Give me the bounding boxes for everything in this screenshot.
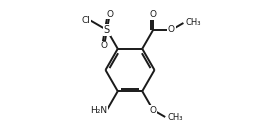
Text: O: O — [150, 106, 157, 115]
Text: O: O — [150, 10, 157, 19]
Text: O: O — [101, 41, 108, 50]
Text: O: O — [168, 25, 175, 34]
Text: Cl: Cl — [81, 16, 90, 25]
Text: O: O — [106, 10, 113, 19]
Text: H₂N: H₂N — [90, 106, 107, 115]
Text: CH₃: CH₃ — [167, 113, 183, 122]
Text: S: S — [104, 25, 110, 35]
Text: CH₃: CH₃ — [186, 18, 201, 27]
